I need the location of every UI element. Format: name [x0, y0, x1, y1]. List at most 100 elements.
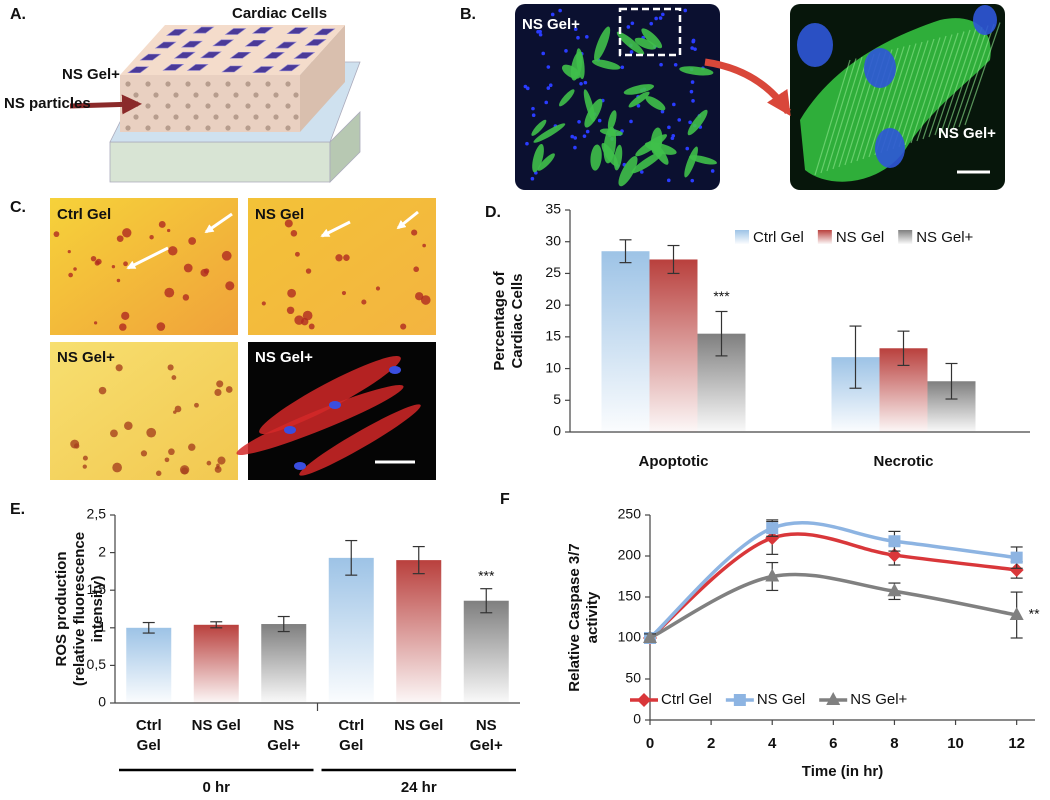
- nucleus: [389, 366, 401, 374]
- particle: [193, 92, 199, 98]
- stained-cell: [111, 264, 116, 269]
- legend-marker: [637, 693, 651, 707]
- stained-cell: [188, 443, 196, 451]
- nucleus: [564, 49, 568, 53]
- legend-swatch: [898, 230, 913, 244]
- micrographs: B. NS Gel+ NS Gel+: [460, 4, 1005, 190]
- cell: [631, 151, 664, 174]
- stained-cell: [284, 219, 293, 228]
- stained-cell: [112, 462, 122, 473]
- zoom-box: [618, 7, 682, 57]
- cell: [531, 119, 547, 136]
- particle: [265, 81, 271, 87]
- marker: [643, 630, 657, 643]
- marker: [888, 535, 901, 548]
- x-tick-label: NS: [476, 717, 497, 734]
- nucleus: [672, 102, 676, 107]
- image-label: NS Gel+: [255, 349, 313, 366]
- x-tick-label: Apoptotic: [639, 453, 709, 470]
- stained-cell: [119, 323, 127, 331]
- cell: [645, 96, 666, 111]
- nucleus: [875, 128, 905, 168]
- cell-icon: [275, 41, 297, 49]
- particle: [185, 81, 191, 87]
- nucleus: [579, 81, 583, 86]
- stained-cell: [203, 268, 210, 274]
- legend-label: NS Gel+: [850, 691, 907, 708]
- stained-cell: [158, 221, 166, 228]
- cell-icon: [293, 52, 316, 59]
- nucleus: [541, 51, 546, 56]
- stained-cell: [53, 231, 60, 238]
- x-tick-label: NS Gel: [394, 717, 443, 734]
- base-side: [329, 111, 361, 183]
- particle: [233, 114, 239, 120]
- series-line: [648, 520, 1017, 640]
- nucleus: [683, 8, 688, 13]
- cells: [53, 219, 431, 477]
- y-tick-label: 150: [618, 588, 642, 604]
- striation: [904, 37, 941, 146]
- nucleus: [649, 21, 654, 26]
- cell: [299, 404, 421, 476]
- cell-icon: [304, 39, 327, 46]
- stained-cell: [422, 243, 426, 248]
- stained-cell: [415, 292, 424, 301]
- x-tick-label: Ctrl: [136, 717, 162, 734]
- stained-cell: [67, 249, 71, 254]
- marker: [765, 568, 780, 582]
- stained-cell: [124, 421, 133, 431]
- striation: [832, 55, 869, 170]
- particle: [205, 81, 211, 87]
- gel-side: [300, 25, 345, 132]
- cell: [603, 126, 617, 164]
- stained-cell: [216, 463, 220, 468]
- cell: [533, 123, 566, 143]
- cell: [641, 28, 663, 49]
- cell-icon: [244, 39, 267, 47]
- stained-cell: [308, 323, 315, 330]
- stained-cell: [82, 464, 87, 469]
- cell-icon: [229, 51, 252, 59]
- x-tick-label: NS Gel: [192, 717, 241, 734]
- stained-cell: [140, 450, 148, 457]
- x-tick-label: 2: [707, 735, 715, 752]
- particle: [165, 125, 171, 131]
- nucleus: [693, 47, 697, 51]
- y-tick-label: 15: [545, 328, 561, 344]
- particle: [285, 81, 291, 87]
- cell-icon: [186, 64, 209, 71]
- x-tick-label: Gel: [137, 737, 161, 754]
- y-tick-label: 5: [553, 391, 561, 407]
- panel-label: A.: [10, 6, 26, 23]
- pointer-arrow: [320, 220, 351, 238]
- schematic-label: NS particles: [4, 95, 91, 112]
- cell-icon: [166, 29, 188, 36]
- stained-cell: [194, 402, 199, 408]
- cell-icon: [127, 66, 150, 74]
- marker: [766, 522, 779, 535]
- cell-icon: [192, 26, 215, 34]
- nucleus: [525, 141, 529, 146]
- image-label: NS Gel+: [938, 125, 996, 142]
- nucleus: [573, 136, 578, 140]
- zoom-arrow: [704, 58, 791, 117]
- striation: [820, 58, 857, 174]
- series-line: [649, 572, 1018, 640]
- stained-cell: [294, 315, 304, 325]
- y-axis-label: Cardiac Cells: [509, 273, 526, 368]
- striation: [826, 56, 863, 172]
- particle: [253, 92, 259, 98]
- legend-label: NS Gel: [836, 229, 884, 246]
- stained-cell: [121, 311, 130, 320]
- schematic-label: NS Gel+: [62, 66, 120, 83]
- legend-marker: [733, 694, 746, 706]
- particle: [133, 92, 139, 98]
- legend-label: Ctrl Gel: [753, 229, 804, 246]
- stained-cell: [375, 286, 381, 291]
- y-axis-label: activity: [584, 591, 601, 643]
- x-tick-label: Gel: [339, 737, 363, 754]
- nucleus: [531, 106, 535, 111]
- nucleus: [659, 62, 663, 67]
- nucleus: [689, 89, 694, 94]
